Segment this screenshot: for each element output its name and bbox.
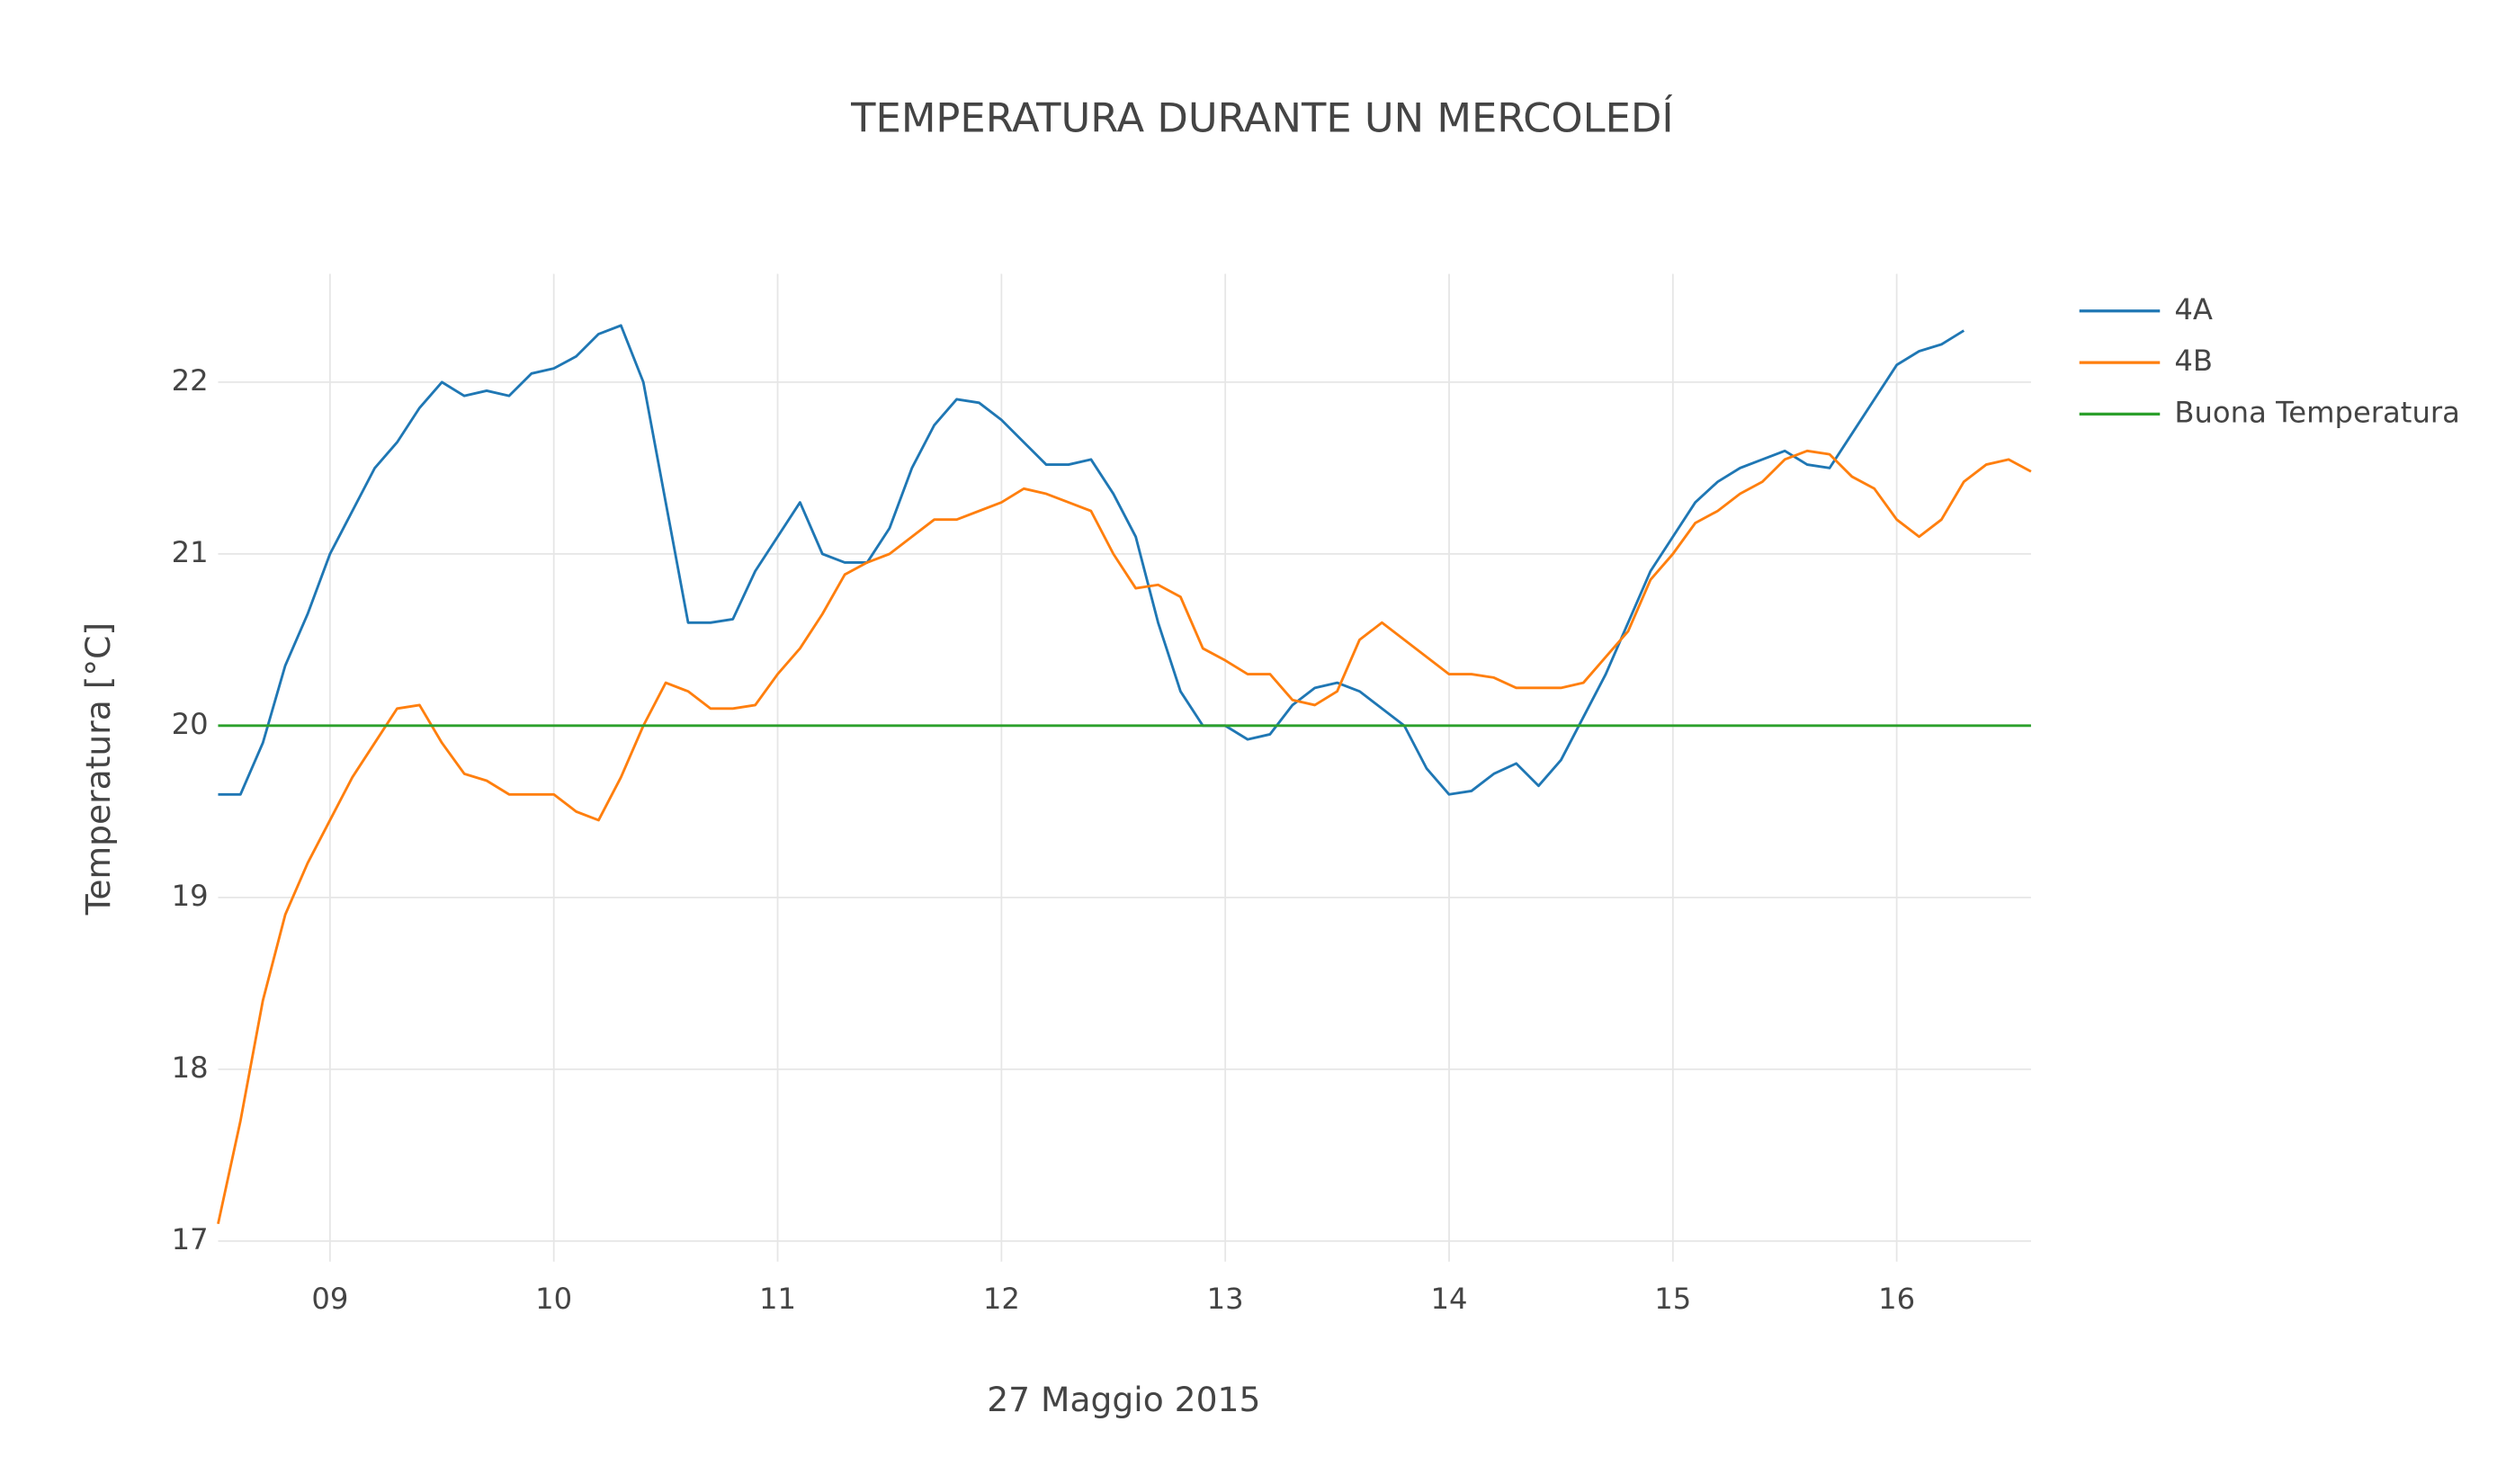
x-tick-label: 15: [1654, 1282, 1691, 1316]
y-tick-label: 21: [172, 535, 209, 569]
chart-title: TEMPERATURA DURANTE UN MERCOLEDÍ: [850, 94, 1673, 141]
x-tick-label: 16: [1878, 1282, 1915, 1316]
y-tick-label: 22: [172, 363, 209, 398]
x-axis-title: 27 Maggio 2015: [987, 1380, 1260, 1419]
y-axis-title: Temperatura [°C]: [78, 622, 118, 916]
legend-label: 4B: [2174, 344, 2213, 378]
y-tick-label: 17: [172, 1222, 209, 1256]
x-tick-label: 11: [759, 1282, 796, 1316]
x-tick-label: 14: [1430, 1282, 1467, 1316]
x-tick-label: 09: [311, 1282, 348, 1316]
y-tick-label: 19: [172, 879, 209, 913]
legend-label: Buona Temperatura: [2174, 395, 2460, 429]
x-tick-label: 10: [535, 1282, 572, 1316]
legend-label: 4A: [2174, 292, 2213, 326]
data-line: [217, 449, 2032, 1225]
x-tick-label: 13: [1207, 1282, 1244, 1316]
x-tick-label: 12: [983, 1282, 1020, 1316]
y-tick-label: 18: [172, 1050, 209, 1085]
data-line: [218, 324, 1965, 796]
y-tick-label: 20: [172, 707, 209, 741]
